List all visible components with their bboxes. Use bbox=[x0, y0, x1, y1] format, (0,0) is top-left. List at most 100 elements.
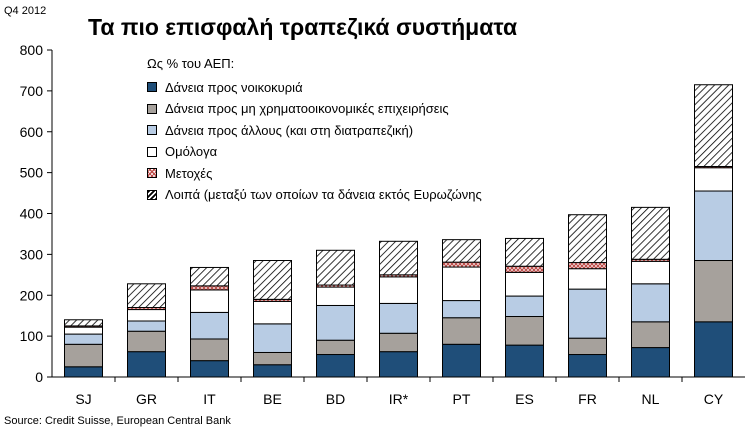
y-tick-label: 400 bbox=[20, 206, 44, 222]
legend-swatch bbox=[147, 146, 157, 157]
axes: 0 100 200 300 400 500 600 700 800 SJ GR IT BE BD IR* PT… bbox=[20, 42, 745, 407]
bar-segment-s0-it bbox=[190, 360, 229, 378]
legend-item-4: Μετοχές bbox=[147, 165, 212, 181]
bar-segment-s2-gr bbox=[127, 320, 166, 332]
legend-item-2: Δάνεια προς άλλους (και στη διατραπεζική… bbox=[147, 122, 413, 138]
bar-segment-s2-ir bbox=[379, 302, 418, 334]
bar-segment-s2-nl bbox=[631, 283, 670, 323]
x-tick-label-sj: SJ bbox=[75, 391, 91, 407]
bar-segment-s5-sj bbox=[64, 319, 103, 327]
bar-segment-s3-fr bbox=[568, 268, 607, 290]
bar-segment-s4-es bbox=[505, 265, 544, 273]
bar-segment-s1-gr bbox=[127, 330, 166, 353]
legend-label: Λοιπά (μεταξύ των οποίων τα δάνεια εκτός… bbox=[165, 187, 482, 202]
bar-segment-s2-sj bbox=[64, 333, 103, 345]
bar-segment-s3-es bbox=[505, 271, 544, 297]
bar-segment-s4-it bbox=[190, 285, 229, 291]
bar-segment-s3-pt bbox=[442, 266, 481, 302]
bar-segment-s4-fr bbox=[568, 262, 607, 270]
legend-label: Δάνεια προς μη χρηματοοικονομικές επιχει… bbox=[165, 101, 449, 116]
x-tick-label-ir: IR* bbox=[389, 391, 409, 407]
bar-segment-s5-it bbox=[190, 266, 229, 287]
x-tick-label-bd: BD bbox=[326, 391, 345, 407]
y-tick-label: 200 bbox=[20, 287, 44, 303]
bar-segment-s5-nl bbox=[631, 206, 670, 260]
x-tick-label-be: BE bbox=[263, 391, 282, 407]
legend-label: Ομόλογα bbox=[165, 144, 218, 159]
legend-item-1: Δάνεια προς μη χρηματοοικονομικές επιχει… bbox=[147, 101, 449, 117]
bar-segment-s2-pt bbox=[442, 300, 481, 319]
bar-segment-s1-nl bbox=[631, 321, 670, 349]
bar-segment-s1-es bbox=[505, 316, 544, 346]
bar-segment-s3-ir bbox=[379, 276, 418, 304]
legend-item-5: Λοιπά (μεταξύ των οποίων τα δάνεια εκτός… bbox=[147, 187, 482, 203]
legend-label: Δάνεια προς άλλους (και στη διατραπεζική… bbox=[165, 122, 414, 138]
legend-swatch bbox=[147, 103, 157, 114]
bar-segment-s5-ir bbox=[379, 240, 418, 276]
x-tick-label-pt: PT bbox=[453, 391, 471, 407]
bar-segment-s0-bd bbox=[316, 354, 355, 378]
bar-segment-s2-it bbox=[190, 311, 229, 340]
x-tick-label-gr: GR bbox=[136, 391, 157, 407]
bar-segment-s0-gr bbox=[127, 351, 166, 378]
legend-label: Δάνεια προς νοικοκυριά bbox=[165, 79, 303, 95]
x-tick-label-cy: CY bbox=[704, 391, 724, 407]
bars bbox=[64, 84, 733, 378]
bar-segment-s3-be bbox=[253, 300, 292, 325]
bar-segment-s5-pt bbox=[442, 239, 481, 263]
bar-segment-s2-bd bbox=[316, 304, 355, 341]
bar-segment-s1-be bbox=[253, 351, 292, 366]
x-tick-label-fr: FR bbox=[578, 391, 597, 407]
bar-segment-s1-fr bbox=[568, 337, 607, 356]
bar-segment-s3-bd bbox=[316, 286, 355, 306]
bar-segment-s4-pt bbox=[442, 261, 481, 268]
source-note: Source: Credit Suisse, European Central … bbox=[4, 415, 231, 427]
bar-segment-s2-be bbox=[253, 323, 292, 353]
bar-segment-s3-cy bbox=[694, 167, 733, 192]
bar-segment-s1-ir bbox=[379, 332, 418, 353]
chart-title: Τα πιο επισφαλή τραπεζικά συστήματα bbox=[88, 14, 518, 40]
y-tick-label: 100 bbox=[20, 328, 44, 344]
legend-item-0: Δάνεια προς νοικοκυριά bbox=[147, 79, 303, 95]
bar-segment-s2-cy bbox=[694, 190, 733, 262]
legend-swatch bbox=[147, 168, 157, 178]
period-label: Q4 2012 bbox=[4, 5, 47, 17]
legend-item-3: Ομόλογα bbox=[147, 144, 217, 160]
bar-segment-s1-sj bbox=[64, 343, 103, 368]
legend-label: Μετοχές bbox=[165, 165, 213, 181]
y-tick-label: 0 bbox=[35, 369, 43, 385]
x-tick-label-it: IT bbox=[203, 391, 216, 407]
bar-segment-s1-bd bbox=[316, 339, 355, 356]
bar-segment-s5-bd bbox=[316, 249, 355, 286]
bar-segment-s5-fr bbox=[568, 214, 607, 264]
y-tick-label: 700 bbox=[20, 83, 44, 99]
bar-segment-s2-es bbox=[505, 295, 544, 318]
bar-segment-s1-pt bbox=[442, 317, 481, 345]
bar-segment-s0-fr bbox=[568, 354, 607, 378]
legend-swatch bbox=[147, 82, 157, 92]
y-tick-label: 300 bbox=[20, 246, 44, 262]
bar-segment-s2-fr bbox=[568, 288, 607, 339]
bar-segment-s3-sj bbox=[64, 326, 103, 335]
bar-segment-s3-nl bbox=[631, 260, 670, 285]
bar-segment-s1-cy bbox=[694, 260, 733, 323]
y-tick-label: 800 bbox=[20, 42, 44, 58]
bar-segment-s5-es bbox=[505, 237, 544, 267]
x-tick-label-es: ES bbox=[515, 391, 534, 407]
legend-swatch bbox=[147, 189, 157, 200]
bar-segment-s5-be bbox=[253, 260, 292, 300]
bar-segment-s1-it bbox=[190, 338, 229, 362]
y-tick-label: 500 bbox=[20, 165, 44, 181]
bar-segment-s5-cy bbox=[694, 84, 733, 167]
y-tick-label: 600 bbox=[20, 124, 44, 140]
bar-segment-s3-gr bbox=[127, 309, 166, 322]
bar-segment-s0-sj bbox=[64, 366, 103, 378]
bar-segment-s0-ir bbox=[379, 351, 418, 378]
bar-segment-s3-it bbox=[190, 289, 229, 313]
bar-segment-s0-cy bbox=[694, 321, 733, 378]
legend-title: Ως % του ΑΕΠ: bbox=[147, 56, 235, 71]
x-tick-label-nl: NL bbox=[642, 391, 660, 407]
bar-segment-s0-be bbox=[253, 364, 292, 378]
legend-swatch bbox=[147, 125, 157, 135]
